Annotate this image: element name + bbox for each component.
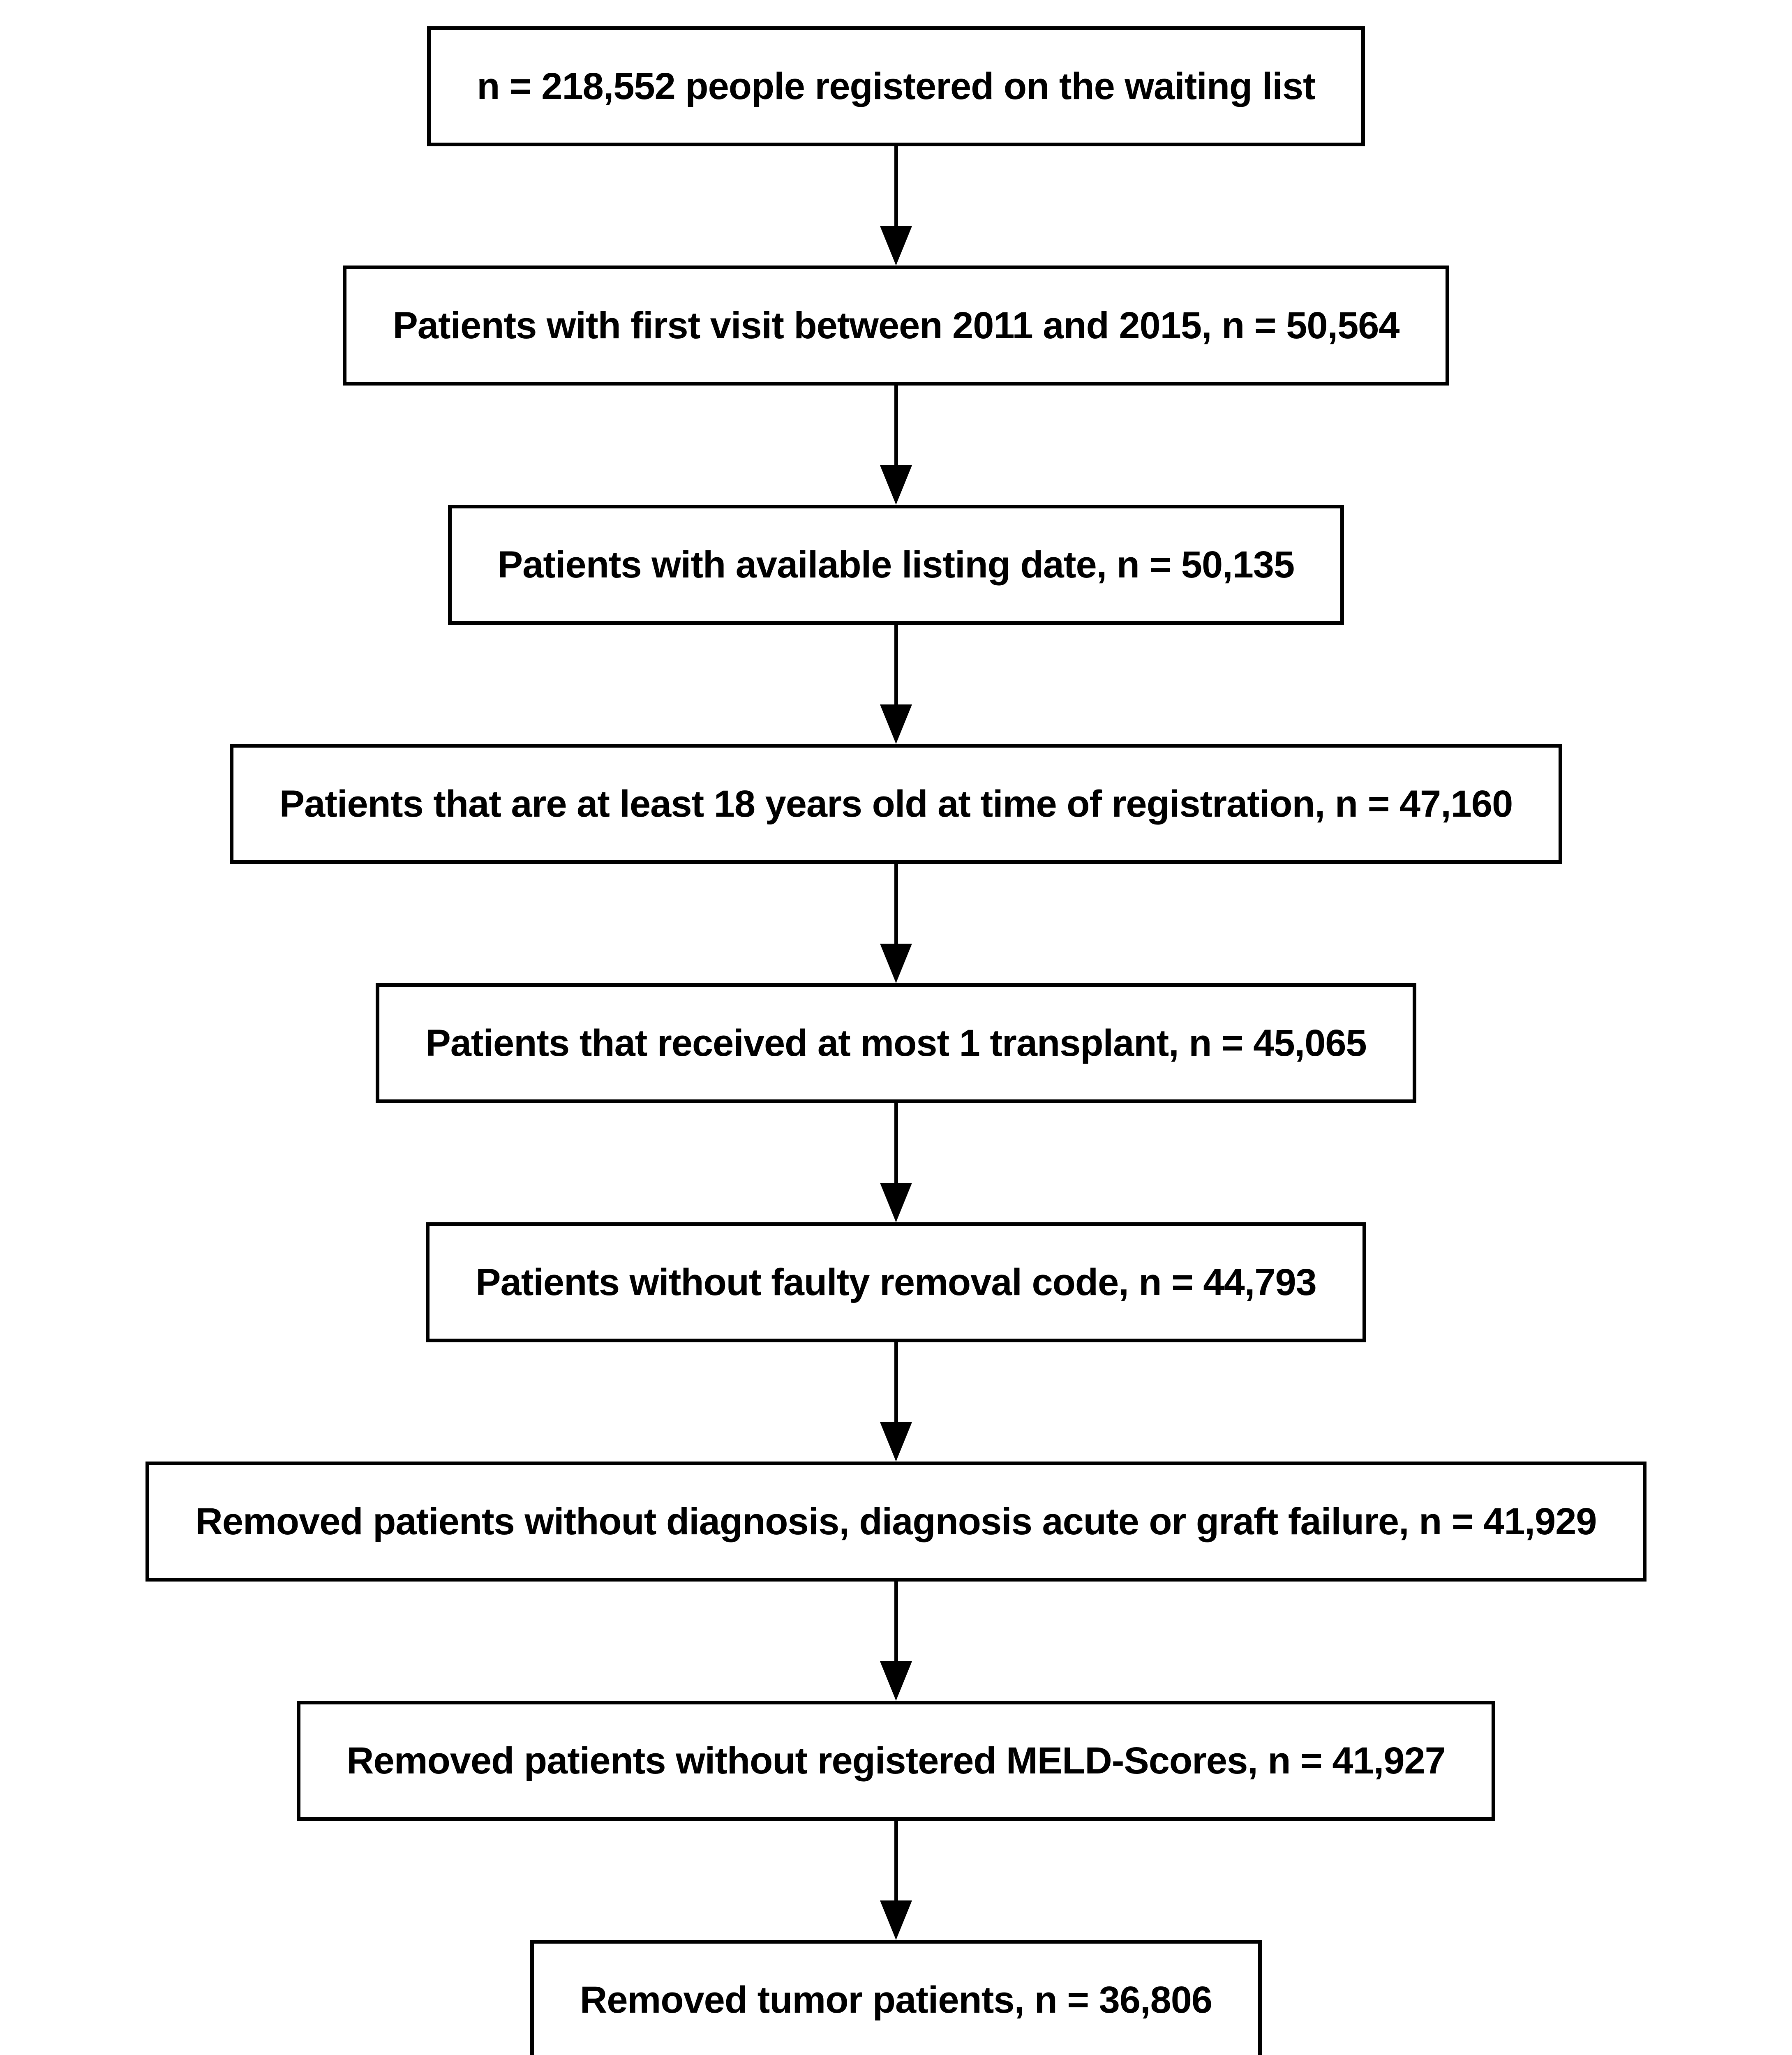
arrowhead-down-icon bbox=[880, 1422, 912, 1462]
flow-step-box: n = 218,552 people registered on the wai… bbox=[427, 26, 1365, 146]
flow-step-label: Removed patients without registered MELD… bbox=[346, 1740, 1446, 1782]
arrowhead-down-icon bbox=[880, 1183, 912, 1222]
flow-step-box: Patients with first visit between 2011 a… bbox=[343, 266, 1449, 386]
arrowhead-down-icon bbox=[880, 1661, 912, 1701]
down-arrow bbox=[880, 625, 912, 744]
flow-step-label: Removed tumor patients, n = 36,806 bbox=[580, 1979, 1212, 2021]
down-arrow bbox=[880, 1342, 912, 1462]
flow-step-label: Patients that received at most 1 transpl… bbox=[425, 1022, 1367, 1064]
flow-step-label: Patients without faulty removal code, n … bbox=[476, 1261, 1317, 1303]
arrow-line bbox=[894, 1342, 898, 1422]
down-arrow bbox=[880, 1821, 912, 1940]
flow-step-label: Patients that are at least 18 years old … bbox=[279, 783, 1513, 825]
flow-step-box: Removed patients without registered MELD… bbox=[297, 1701, 1495, 1821]
arrow-line bbox=[894, 864, 898, 944]
down-arrow bbox=[880, 864, 912, 983]
arrowhead-down-icon bbox=[880, 1900, 912, 1940]
down-arrow bbox=[880, 386, 912, 505]
arrow-line bbox=[894, 146, 898, 226]
arrow-line bbox=[894, 386, 898, 465]
flow-step-box: Patients without faulty removal code, n … bbox=[426, 1222, 1366, 1342]
down-arrow bbox=[880, 1103, 912, 1222]
flow-step-box: Patients with available listing date, n … bbox=[448, 505, 1344, 625]
flow-step-label: n = 218,552 people registered on the wai… bbox=[477, 65, 1316, 107]
flow-step-label: Patients with first visit between 2011 a… bbox=[393, 305, 1399, 346]
flow-step-box: Removed patients without diagnosis, diag… bbox=[145, 1462, 1647, 1582]
flow-step-box: Removed tumor patients, n = 36,806 bbox=[530, 1940, 1262, 2055]
arrow-line bbox=[894, 625, 898, 704]
flowchart: n = 218,552 people registered on the wai… bbox=[0, 26, 1792, 2055]
arrowhead-down-icon bbox=[880, 226, 912, 266]
down-arrow bbox=[880, 1582, 912, 1701]
flow-step-box: Patients that are at least 18 years old … bbox=[229, 744, 1563, 864]
down-arrow bbox=[880, 146, 912, 266]
arrow-line bbox=[894, 1582, 898, 1661]
arrow-line bbox=[894, 1103, 898, 1183]
arrow-line bbox=[894, 1821, 898, 1900]
arrowhead-down-icon bbox=[880, 704, 912, 744]
flow-step-box: Patients that received at most 1 transpl… bbox=[376, 983, 1416, 1103]
arrowhead-down-icon bbox=[880, 465, 912, 505]
flow-step-label: Patients with available listing date, n … bbox=[497, 544, 1295, 586]
arrowhead-down-icon bbox=[880, 944, 912, 983]
flow-step-label: Removed patients without diagnosis, diag… bbox=[195, 1501, 1597, 1542]
